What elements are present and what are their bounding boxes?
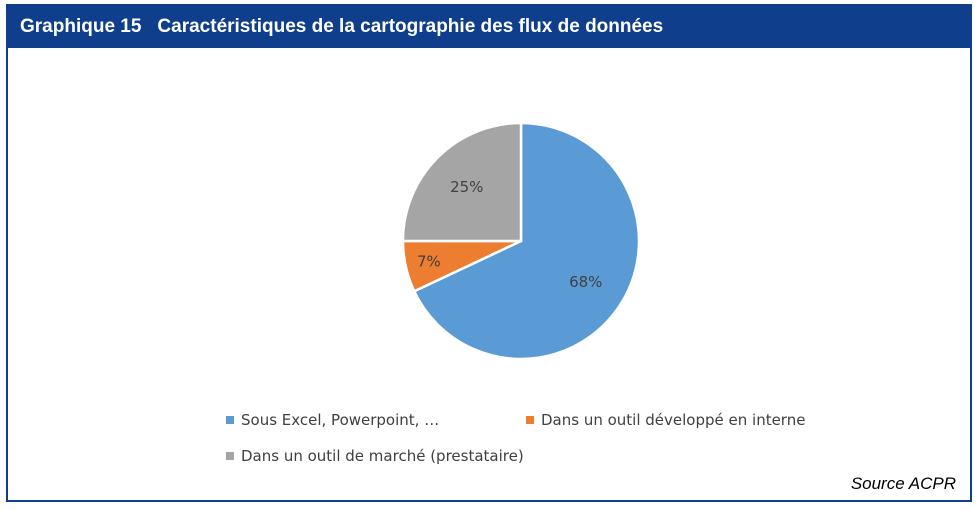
data-label-marche: 25%	[450, 178, 483, 196]
legend-swatch-interne	[526, 416, 534, 424]
legend-item-excel: Sous Excel, Powerpoint, …	[226, 411, 526, 429]
legend-swatch-marche	[226, 452, 234, 460]
pie-chart: 68% 7% 25%	[401, 121, 641, 361]
legend-item-interne: Dans un outil développé en interne	[526, 411, 805, 429]
figure-number: Graphique 15	[20, 16, 142, 37]
pie-slice-marche	[401, 121, 523, 243]
figure-title: Caractéristiques de la cartographie des …	[157, 16, 664, 37]
legend-label-marche: Dans un outil de marché (prestataire)	[241, 447, 524, 465]
legend-item-marche: Dans un outil de marché (prestataire)	[226, 447, 524, 465]
figure-frame: Graphique 15 Caractéristiques de la cart…	[6, 4, 972, 502]
figure-header: Graphique 15 Caractéristiques de la cart…	[8, 6, 970, 48]
legend-label-interne: Dans un outil développé en interne	[541, 411, 806, 429]
data-label-excel: 68%	[569, 273, 602, 291]
legend-swatch-excel	[226, 416, 234, 424]
chart-legend: Sous Excel, Powerpoint, … Dans un outil …	[226, 402, 866, 474]
source-note: Source ACPR	[850, 474, 956, 493]
pie-slice-excel	[412, 121, 641, 361]
legend-label-excel: Sous Excel, Powerpoint, …	[241, 411, 440, 429]
chart-area: 68% 7% 25%	[8, 48, 970, 498]
data-label-interne: 7%	[417, 253, 441, 271]
